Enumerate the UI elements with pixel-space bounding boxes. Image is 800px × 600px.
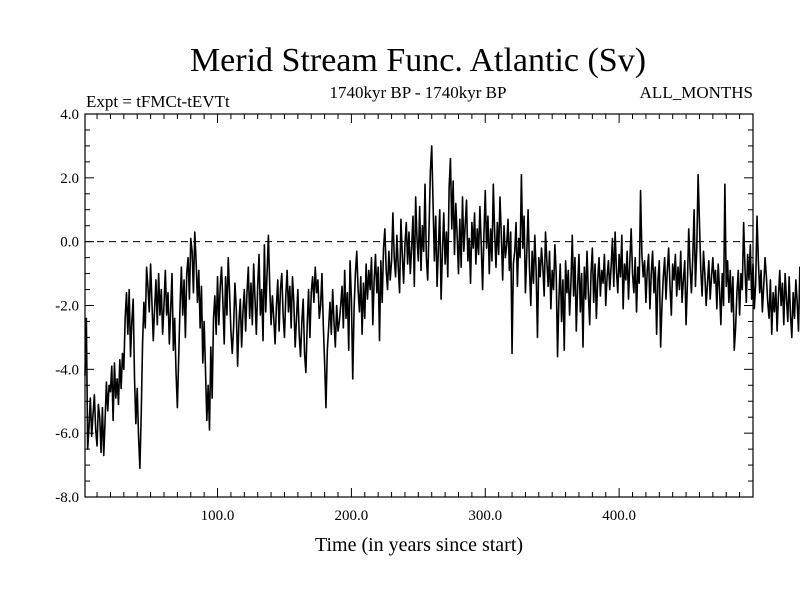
period-label: 1740kyr BP - 1740kyr BP [330,83,507,102]
series-line [84,145,800,470]
x-tick-label: 400.0 [602,508,636,524]
plot-frame [84,113,754,498]
y-tick-label: -4.0 [55,362,79,378]
x-tick-label: 100.0 [201,508,235,524]
y-tick-label: -6.0 [55,426,79,442]
x-tick-label: 200.0 [335,508,369,524]
y-tick-label: 2.0 [60,171,79,187]
expt-label: Expt = tFMCt-tEVTt [86,92,230,111]
y-tick-label: 0.0 [60,235,79,251]
y-tick-label: -2.0 [55,299,79,315]
y-tick-label: -8.0 [55,490,79,506]
x-axis-label: Time (in years since start) [315,534,523,556]
months-label: ALL_MONTHS [640,83,753,102]
y-tick-label: 4.0 [60,107,79,123]
x-tick-label: 300.0 [468,508,502,524]
chart-title: Merid Stream Func. Atlantic (Sv) [190,42,646,79]
